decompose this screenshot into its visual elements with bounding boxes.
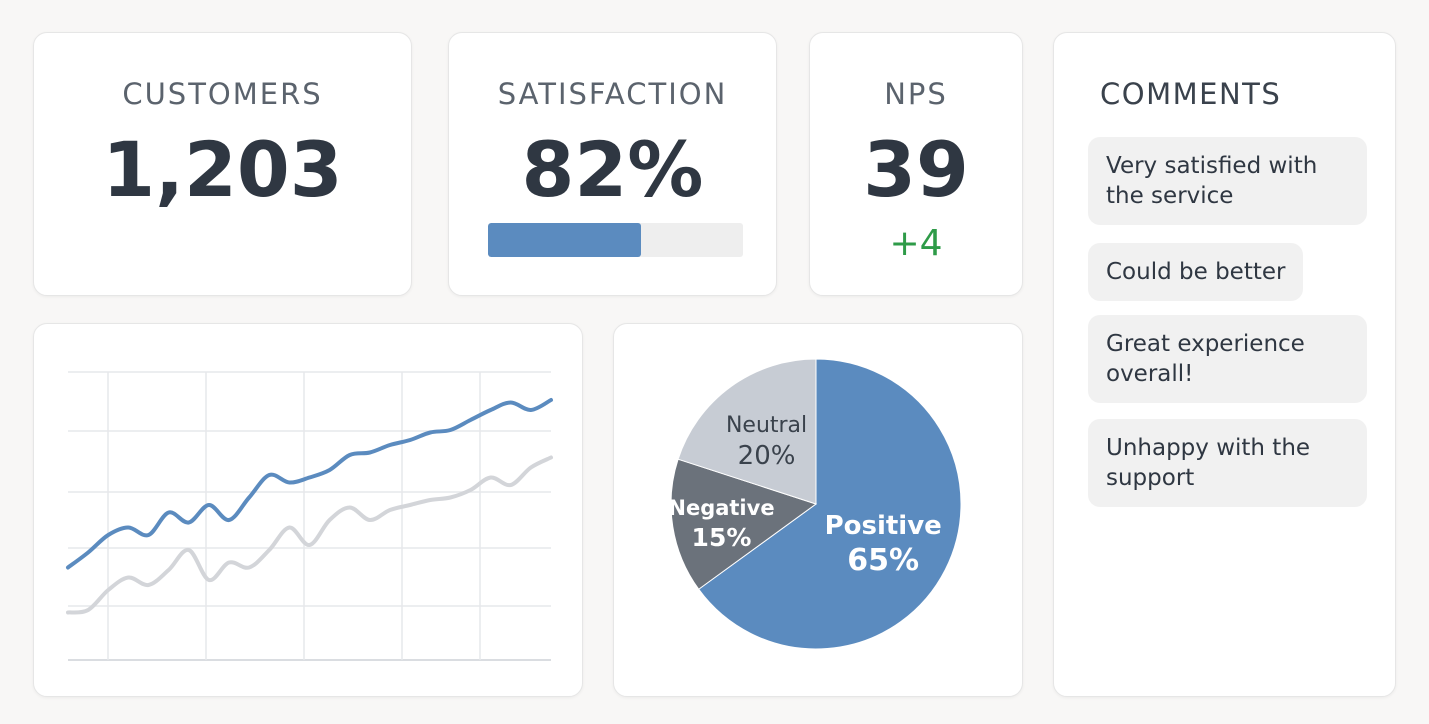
pie-slice-negative [670, 458, 818, 590]
customers-value: 1,203 [102, 125, 343, 214]
pie-value-positive: 65% [847, 543, 919, 578]
pie-slice-neutral [677, 358, 817, 505]
satisfaction-card: SATISFACTION 82% [448, 32, 777, 296]
satisfaction-value: 82% [521, 125, 704, 214]
comment-item: Unhappy with the support [1088, 419, 1367, 507]
chart-grid [68, 371, 551, 661]
nps-card: NPS 39 +4 [809, 32, 1023, 296]
comments-card: COMMENTS Very satisfied with the service… [1053, 32, 1396, 697]
satisfaction-label: SATISFACTION [497, 77, 728, 111]
customers-label: CUSTOMERS [122, 77, 323, 111]
line-chart [66, 371, 553, 661]
comment-item: Could be better [1088, 243, 1304, 301]
comments-title: COMMENTS [1100, 77, 1282, 111]
chart-series-group [66, 398, 553, 615]
satisfaction-progress-bar [488, 223, 743, 257]
comment-item: Great experience overall! [1088, 315, 1367, 403]
series-line-primary [66, 398, 553, 570]
pie-value-negative: 15% [692, 523, 752, 552]
comment-item: Very satisfied with the service [1088, 137, 1367, 225]
pie-label-negative: Negative [668, 496, 774, 520]
pie-value-neutral: 20% [738, 441, 796, 471]
satisfaction-progress-fill [488, 223, 641, 257]
pie-slice-positive [697, 358, 962, 650]
pie-chart-card: Positive 65% Negative 15% Neutral 20% [613, 323, 1023, 697]
nps-value: 39 [863, 125, 969, 214]
line-chart-card [33, 323, 583, 697]
nps-delta: +4 [889, 223, 943, 264]
series-line-secondary [66, 455, 553, 615]
pie-slices [670, 358, 962, 650]
nps-label: NPS [884, 77, 948, 111]
pie-label-positive: Positive [825, 511, 942, 541]
pie-label-neutral: Neutral [726, 413, 807, 438]
customers-card: CUSTOMERS 1,203 [33, 32, 412, 296]
